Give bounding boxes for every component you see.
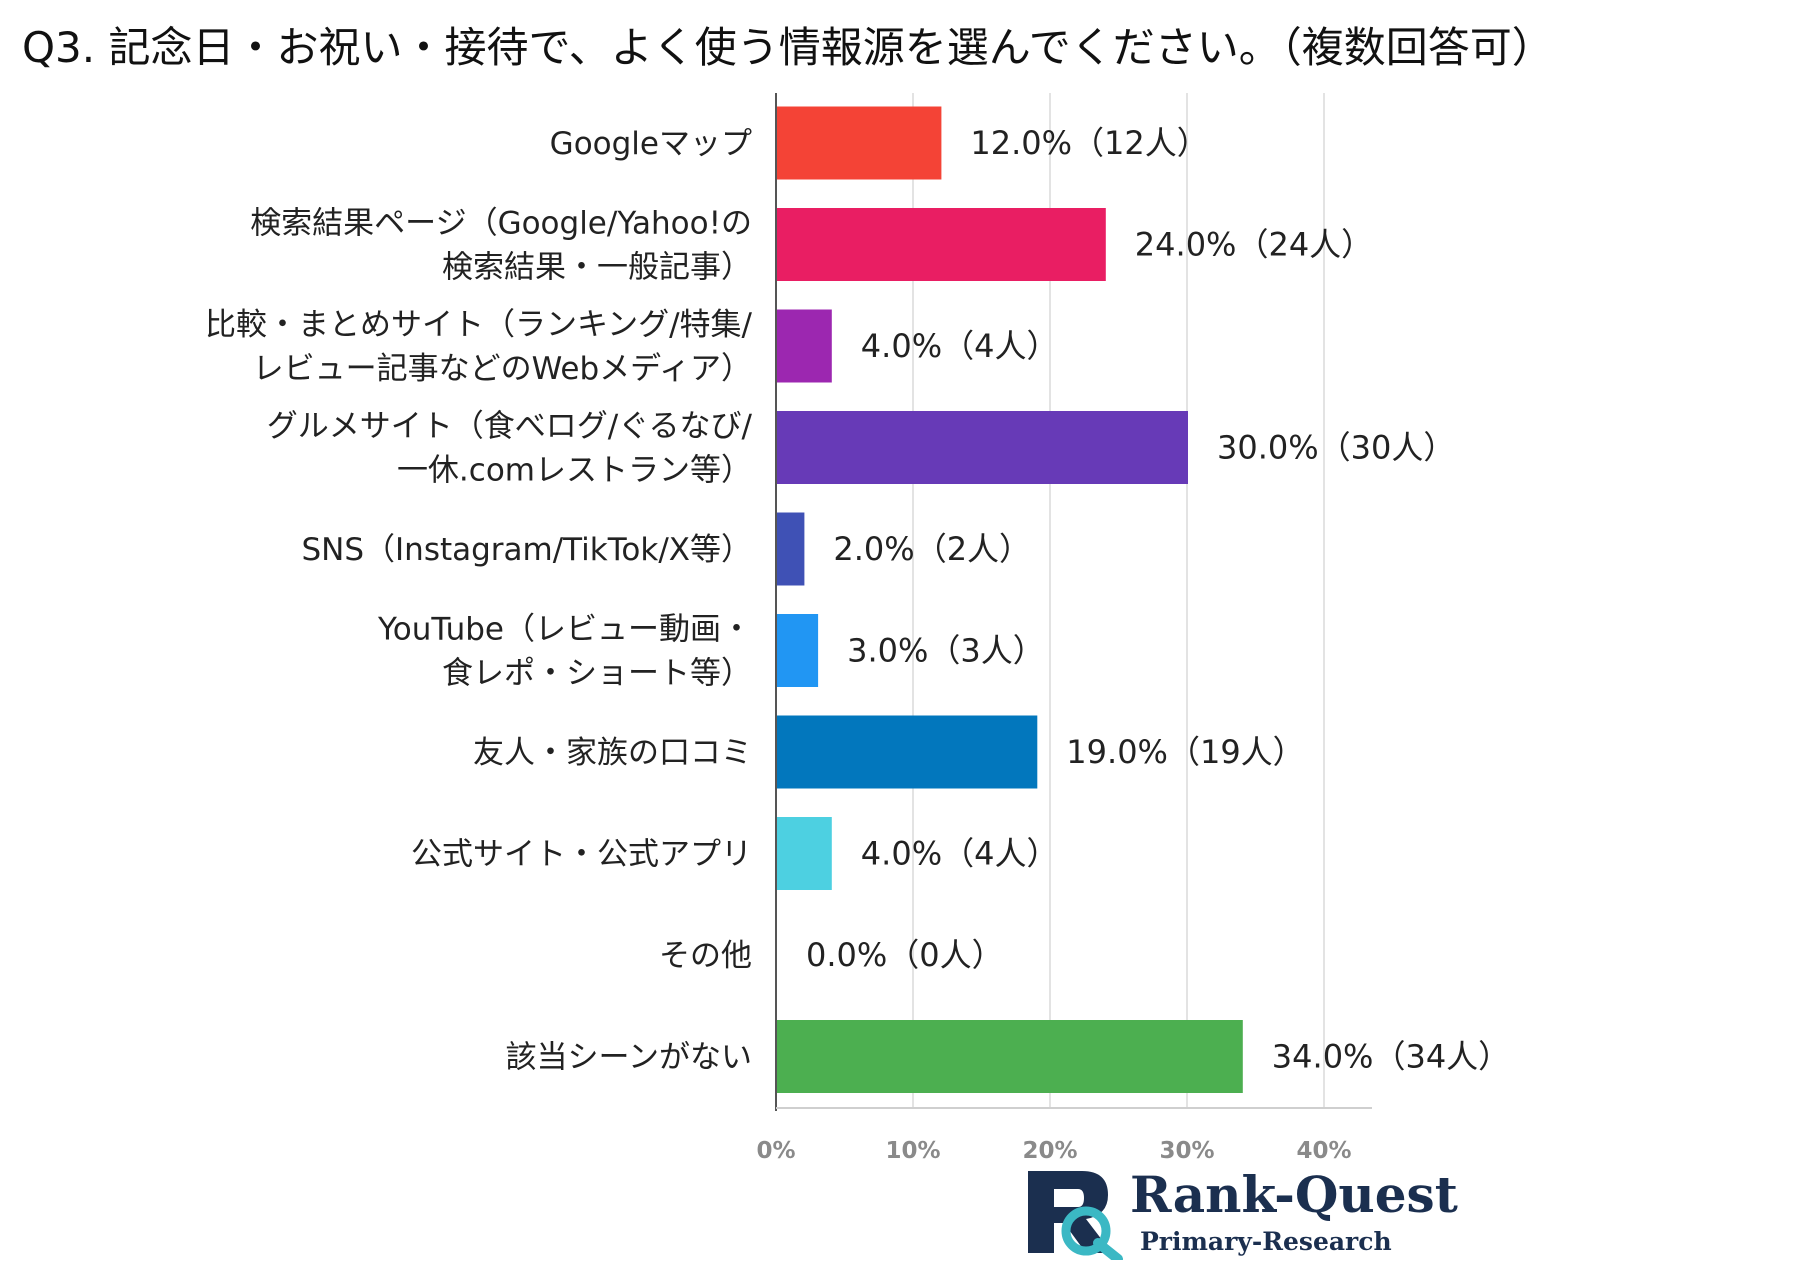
bar bbox=[777, 411, 1188, 484]
data-label: 3.0%（3人） bbox=[847, 632, 1045, 670]
bar bbox=[777, 1020, 1243, 1093]
category-label-line: その他 bbox=[659, 938, 752, 974]
category-label-line: 一休.comレストラン等） bbox=[397, 453, 752, 489]
bar bbox=[777, 208, 1106, 281]
data-label: 19.0%（19人） bbox=[1066, 733, 1304, 771]
category-label-line: 友人・家族の口コミ bbox=[473, 735, 752, 771]
bar bbox=[777, 715, 1038, 789]
data-label: 30.0%（30人） bbox=[1217, 429, 1455, 467]
bar bbox=[777, 106, 942, 180]
category-label: グルメサイト（食べログ/ぐるなび/一休.comレストラン等） bbox=[267, 409, 753, 489]
data-label: 12.0%（12人） bbox=[970, 124, 1208, 162]
category-label: 該当シーンがない bbox=[506, 1040, 752, 1076]
logo-name: Rank-Quest bbox=[1130, 1165, 1458, 1224]
category-label: SNS（Instagram/TikTok/X等） bbox=[301, 532, 752, 568]
data-label: 0.0%（0人） bbox=[806, 936, 1004, 974]
bar-chart: 0% 10% 20% 30% 40% 12.0%（12人） Googleマップ 24.0%（2… bbox=[205, 93, 1510, 1160]
category-label: YouTube（レビュー動画・食レポ・ショート等） bbox=[377, 612, 752, 692]
category-label-line: グルメサイト（食べログ/ぐるなび/ bbox=[267, 409, 753, 445]
x-tick-label: 0% bbox=[756, 1138, 795, 1160]
data-label: 2.0%（2人） bbox=[833, 530, 1031, 568]
brand-logo: Rank-Quest Primary-Research bbox=[1020, 1165, 1458, 1265]
category-label: 比較・まとめサイト（ランキング/特集/レビュー記事などのWebメディア） bbox=[205, 307, 753, 387]
page-title: Q3. 記念日・お祝い・接待で、よく使う情報源を選んでください。（複数回答可） bbox=[22, 23, 1554, 72]
category-label-line: 検索結果・一般記事） bbox=[442, 250, 752, 286]
logo-subtitle: Primary-Research bbox=[1140, 1227, 1392, 1256]
category-label-line: 比較・まとめサイト（ランキング/特集/ bbox=[205, 307, 753, 343]
bar bbox=[777, 309, 832, 383]
bar bbox=[777, 614, 819, 687]
x-tick-label: 10% bbox=[885, 1138, 940, 1160]
category-label: 友人・家族の口コミ bbox=[473, 735, 752, 771]
data-label: 24.0%（24人） bbox=[1135, 226, 1373, 264]
category-label: Googleマップ bbox=[550, 126, 752, 162]
category-label: 公式サイト・公式アプリ bbox=[411, 837, 752, 873]
x-tick-label: 40% bbox=[1296, 1138, 1351, 1160]
x-tick-label: 30% bbox=[1159, 1138, 1214, 1160]
category-label-line: 食レポ・ショート等） bbox=[442, 656, 752, 692]
category-label-line: 該当シーンがない bbox=[506, 1040, 752, 1076]
x-tick-label: 20% bbox=[1022, 1138, 1077, 1160]
category-label-line: 公式サイト・公式アプリ bbox=[411, 837, 752, 873]
category-label-line: YouTube（レビュー動画・ bbox=[377, 612, 752, 648]
bar bbox=[777, 817, 832, 890]
data-label: 34.0%（34人） bbox=[1272, 1038, 1510, 1076]
data-label: 4.0%（4人） bbox=[861, 327, 1059, 365]
rank-quest-logo-icon bbox=[1028, 1171, 1123, 1260]
category-label: その他 bbox=[659, 938, 752, 974]
category-label-line: 検索結果ページ（Google/Yahoo!の bbox=[250, 206, 752, 242]
category-label-line: レビュー記事などのWebメディア） bbox=[253, 351, 752, 387]
category-label-line: Googleマップ bbox=[550, 126, 752, 162]
category-label: 検索結果ページ（Google/Yahoo!の検索結果・一般記事） bbox=[250, 206, 752, 286]
data-label: 4.0%（4人） bbox=[861, 835, 1059, 873]
category-label-line: SNS（Instagram/TikTok/X等） bbox=[301, 532, 752, 568]
bar bbox=[777, 512, 805, 586]
